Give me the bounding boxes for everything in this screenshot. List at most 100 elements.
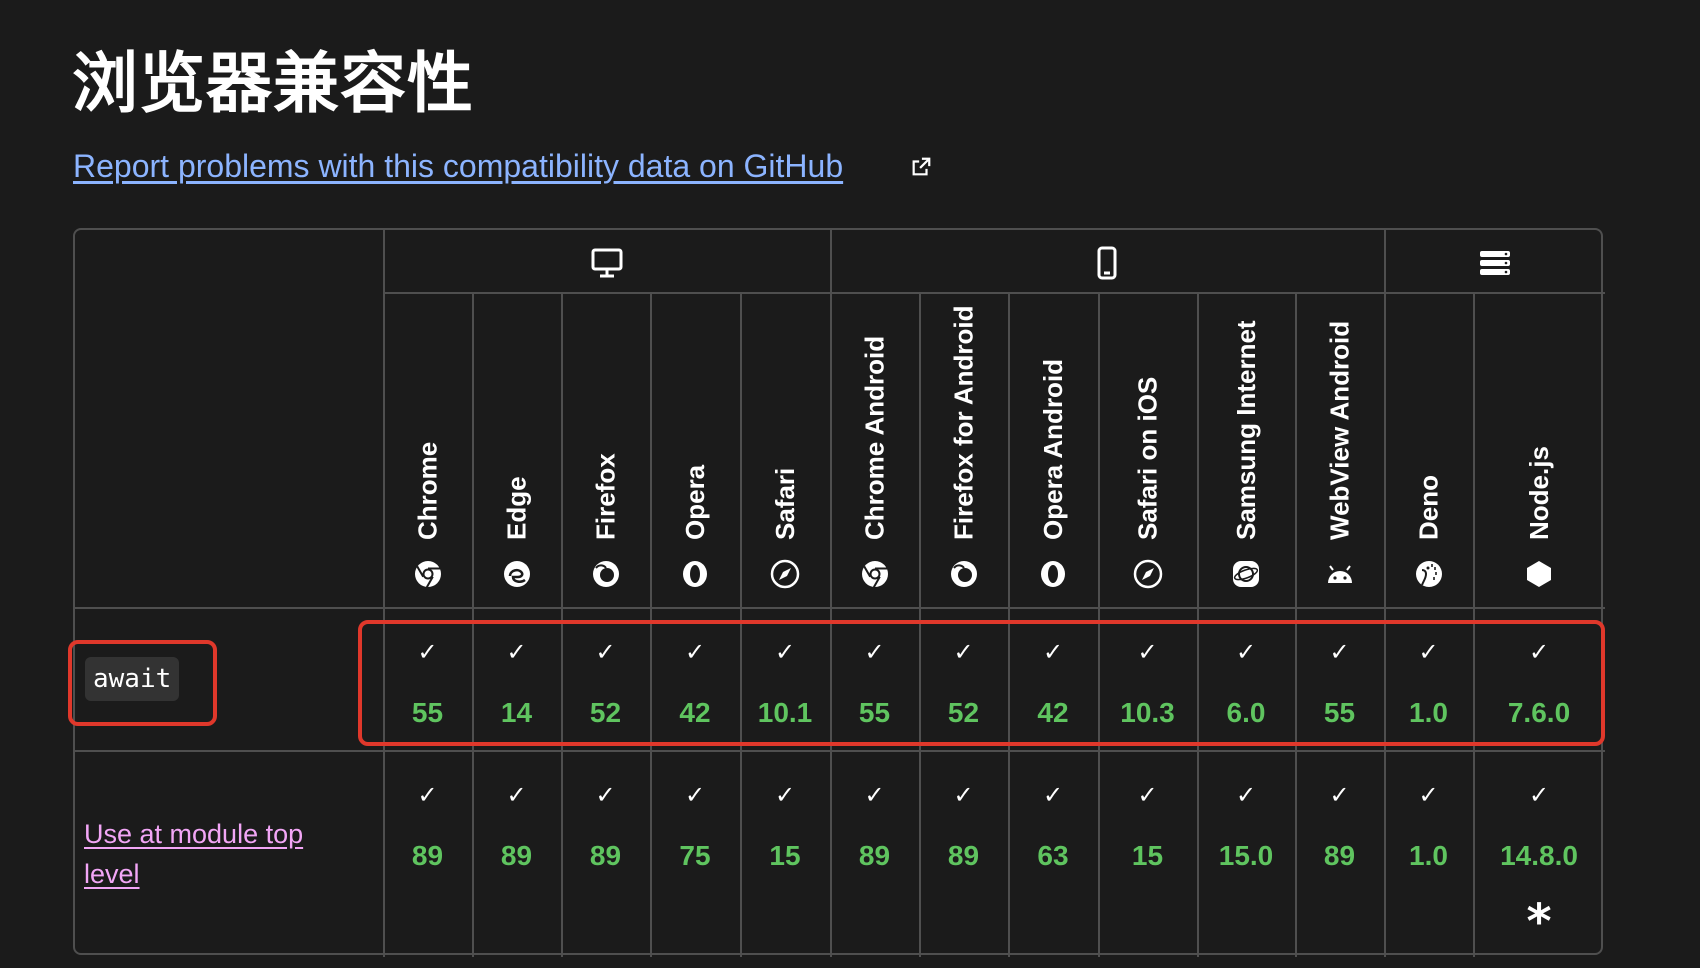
note-asterisk-icon[interactable]: * <box>1526 894 1552 950</box>
supported-check-icon: ✓ <box>1329 638 1350 666</box>
version-added: 14.8.0 <box>1500 840 1578 871</box>
supported-check-icon: ✓ <box>1137 638 1158 666</box>
feature-name-await: await <box>85 657 180 701</box>
desktop-icon <box>589 245 625 281</box>
version-added: 63 <box>1037 840 1069 871</box>
version-added: 89 <box>411 840 444 871</box>
version-added: 1.0 <box>1409 840 1448 871</box>
browser-name: Chrome <box>412 441 443 540</box>
browser-name: WebView Android <box>1324 320 1355 540</box>
version-added: 15 <box>1131 840 1164 871</box>
browser-name: Edge <box>501 476 532 540</box>
supported-check-icon: ✓ <box>1042 638 1064 666</box>
supported-check-icon: ✓ <box>1137 781 1158 809</box>
page-title: 浏览器兼容性 <box>72 45 474 122</box>
browser-name: Samsung Internet <box>1231 320 1261 540</box>
column-divider <box>1008 292 1010 957</box>
supported-check-icon: ✓ <box>595 638 616 666</box>
supported-check-icon: ✓ <box>1329 781 1350 809</box>
nodejs-icon <box>1524 559 1554 589</box>
version-added: 55 <box>1323 697 1356 728</box>
header-bottom-divider <box>75 607 1605 609</box>
supported-check-icon: ✓ <box>1528 638 1550 666</box>
platform-group-divider <box>1384 230 1386 957</box>
column-divider <box>1473 292 1475 957</box>
firefox-icon <box>591 559 621 589</box>
safari-icon <box>1133 559 1163 589</box>
version-added: 42 <box>1037 697 1069 728</box>
browser-name: Node.js <box>1524 446 1554 540</box>
version-added: 6.0 <box>1226 697 1266 728</box>
supported-check-icon: ✓ <box>1418 781 1439 809</box>
version-added: 89 <box>589 840 622 871</box>
supported-check-icon: ✓ <box>506 638 527 666</box>
column-divider <box>650 292 652 957</box>
column-divider <box>561 292 563 957</box>
version-added: 1.0 <box>1409 697 1448 728</box>
supported-check-icon: ✓ <box>1418 638 1439 666</box>
version-added: 89 <box>947 840 980 871</box>
highlight-box-feature <box>68 640 217 726</box>
chrome-icon <box>860 559 890 589</box>
version-added: 89 <box>858 840 891 871</box>
browser-name: Deno <box>1413 475 1444 540</box>
browser-name: Firefox <box>590 453 621 540</box>
supported-check-icon: ✓ <box>774 638 796 666</box>
version-added: 42 <box>679 697 711 728</box>
supported-check-icon: ✓ <box>1235 638 1257 666</box>
server-icon <box>1477 245 1513 281</box>
supported-check-icon: ✓ <box>417 781 438 809</box>
browser-name: Firefox for Android <box>948 305 979 540</box>
browser-compat-table: Chrome Edge Firefox Opera Safari Chrome Andro… <box>68 228 1605 957</box>
column-divider <box>740 292 742 957</box>
version-added: 10.3 <box>1120 697 1175 728</box>
supported-check-icon: ✓ <box>864 638 885 666</box>
safari-icon <box>770 559 800 589</box>
chrome-icon <box>413 559 443 589</box>
row-divider <box>75 750 1605 752</box>
column-divider <box>919 292 921 957</box>
edge-icon <box>502 559 532 589</box>
version-added: 55 <box>858 697 891 728</box>
supported-check-icon: ✓ <box>684 781 706 809</box>
column-divider <box>1197 292 1199 957</box>
column-divider <box>1295 292 1297 957</box>
browser-name: Safari on iOS <box>1132 376 1163 540</box>
supported-check-icon: ✓ <box>595 781 616 809</box>
supported-check-icon: ✓ <box>684 638 706 666</box>
browser-name: Safari <box>770 467 800 540</box>
browser-name: Opera <box>680 464 710 540</box>
version-added: 15.0 <box>1218 840 1274 871</box>
column-divider <box>472 292 474 957</box>
report-problems-link[interactable]: Report problems with this compatibility … <box>73 148 844 184</box>
row-header-divider <box>383 230 385 957</box>
platform-row-divider <box>383 292 1605 294</box>
platform-group-divider <box>830 230 832 957</box>
deno-icon <box>1414 559 1444 589</box>
version-added: 10.1 <box>757 697 813 728</box>
column-divider <box>1098 292 1100 957</box>
supported-check-icon: ✓ <box>1528 781 1550 809</box>
version-added: 55 <box>411 697 444 728</box>
opera-icon <box>1038 559 1068 589</box>
samsung-internet-icon <box>1231 559 1261 589</box>
version-added: 14 <box>500 697 533 728</box>
highlight-box-versions <box>358 620 1605 746</box>
firefox-icon <box>949 559 979 589</box>
external-link-icon <box>912 157 931 176</box>
supported-check-icon: ✓ <box>953 781 974 809</box>
version-added: 75 <box>679 840 711 871</box>
android-icon <box>1325 559 1355 589</box>
version-added: 52 <box>947 697 980 728</box>
feature-link-module-top-level[interactable]: Use at module top level <box>84 819 304 889</box>
supported-check-icon: ✓ <box>864 781 885 809</box>
browser-name: Opera Android <box>1038 358 1068 540</box>
supported-check-icon: ✓ <box>953 638 974 666</box>
supported-check-icon: ✓ <box>506 781 527 809</box>
version-added: 7.6.0 <box>1507 697 1571 728</box>
supported-check-icon: ✓ <box>1235 781 1257 809</box>
opera-icon <box>680 559 710 589</box>
mobile-icon <box>1089 245 1125 281</box>
supported-check-icon: ✓ <box>1042 781 1064 809</box>
version-added: 52 <box>589 697 622 728</box>
